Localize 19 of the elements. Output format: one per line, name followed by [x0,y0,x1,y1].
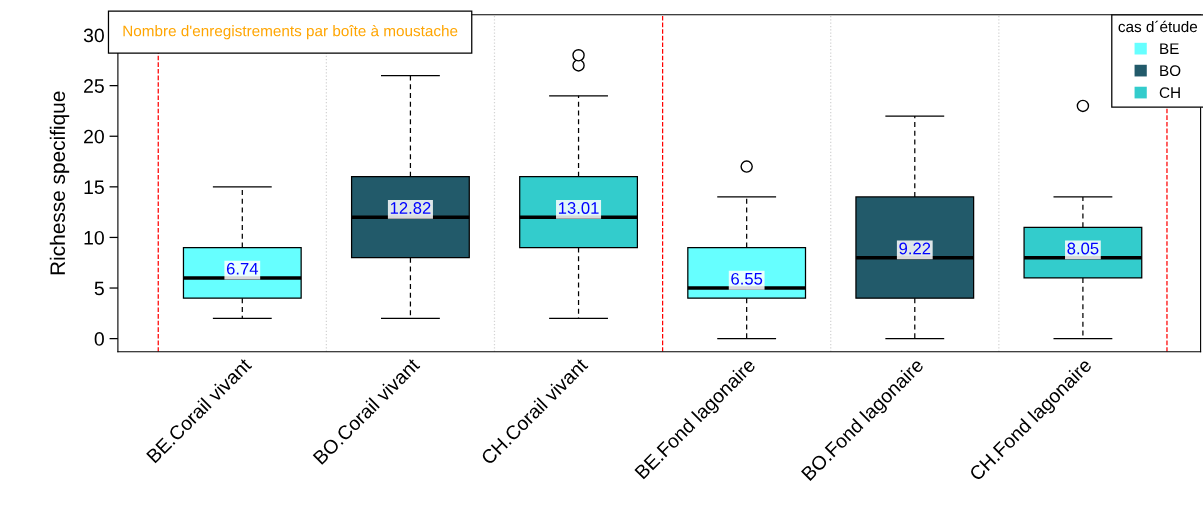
text: 9.22 [899,242,931,255]
y-tick-label: 15 [84,180,104,195]
text: 6.74 [226,262,259,275]
text: 6.55 [731,272,763,285]
legend-label: BE [1160,43,1179,54]
legend-label: CH [1159,87,1180,99]
annotation: Nombre d'enregistrements par boîte à moustache [123,24,458,40]
legend-title: cas d´étude [1118,20,1198,33]
text: 8.05 [1067,242,1099,255]
y-axis-title: Richesse specifique [49,91,70,275]
y-tick-label: 30 [83,28,104,43]
legend-label: BO [1160,65,1181,77]
y-tick-label: 5 [94,281,104,296]
y-tick-label: 10 [84,230,104,245]
y-tick-label: 0 [94,332,104,346]
y-tick-label: 25 [84,79,104,93]
text: 12.82 [390,202,431,214]
text: 13.01 [558,202,599,214]
y-tick-label: 20 [84,129,104,144]
